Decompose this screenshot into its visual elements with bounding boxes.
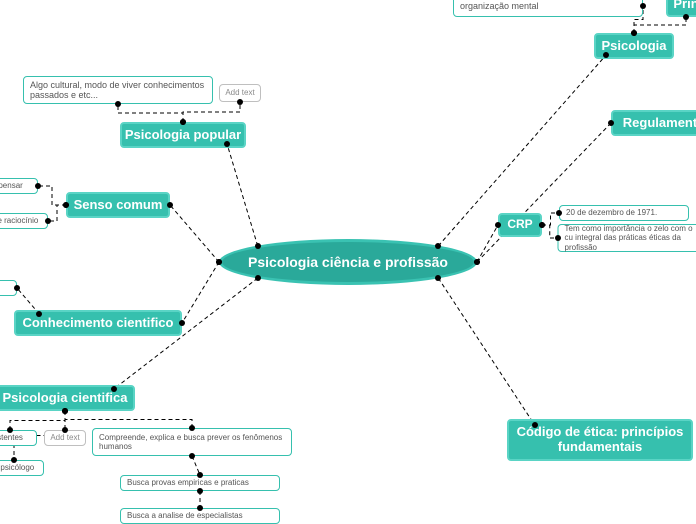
edge-dot: [36, 311, 42, 317]
edge-dot: [608, 120, 614, 126]
edge: [634, 17, 686, 33]
edge-dot: [237, 99, 243, 105]
edge: [182, 262, 219, 323]
edge: [170, 205, 219, 262]
node-crp_l2[interactable]: Tem como importância o zelo com o cu int…: [558, 224, 696, 252]
edge-dot: [11, 457, 17, 463]
edge-dot: [197, 472, 203, 478]
edge: [438, 278, 535, 425]
node-psic_leaf[interactable]: organização mental: [453, 0, 643, 17]
node-psci_l1[interactable]: stentes: [0, 430, 37, 446]
edge-dot: [495, 222, 501, 228]
edge-dot: [111, 386, 117, 392]
edge-dot: [539, 222, 545, 228]
edge-dot: [197, 488, 203, 494]
edge-dot: [35, 183, 41, 189]
edge-dot: [603, 52, 609, 58]
node-senso_l2[interactable]: cia e raciocínio: [0, 213, 48, 229]
edge-dot: [7, 427, 13, 433]
node-regulament[interactable]: Regulament: [611, 110, 696, 136]
edge-dot: [255, 275, 261, 281]
edge-dot: [532, 422, 538, 428]
edge-dot: [167, 202, 173, 208]
edge-dot: [255, 243, 261, 249]
node-psci_l3[interactable]: e psicólogo: [0, 460, 44, 476]
edge-dot: [62, 427, 68, 433]
edge: [118, 104, 183, 122]
node-senso[interactable]: Senso comum: [66, 192, 170, 218]
edge-dot: [474, 259, 480, 265]
edge-dot: [115, 101, 121, 107]
edge: [227, 144, 258, 246]
node-crp[interactable]: CRP: [498, 213, 542, 237]
edge: [183, 102, 240, 122]
edge-dot: [14, 285, 20, 291]
edge-dot: [62, 408, 68, 414]
edge: [38, 186, 66, 205]
edge-dot: [640, 3, 646, 9]
edge-dot: [683, 14, 689, 20]
node-psci_l2[interactable]: Compreende, explica e busca prever os fe…: [92, 428, 292, 456]
node-crp_l1[interactable]: 20 de dezembro de 1971.: [559, 205, 689, 221]
node-pop_l1[interactable]: Algo cultural, modo de viver conheciment…: [23, 76, 213, 104]
edge-dot: [197, 505, 203, 511]
edge-dot: [63, 202, 69, 208]
edge-dot: [179, 320, 185, 326]
edge-dot: [555, 235, 561, 241]
edge-dot: [631, 30, 637, 36]
edge-dot: [180, 119, 186, 125]
edge-dot: [224, 141, 230, 147]
edge-dot: [216, 259, 222, 265]
edge: [65, 411, 192, 428]
edge-dot: [189, 425, 195, 431]
edge: [477, 225, 498, 262]
edge-dot: [189, 453, 195, 459]
edge-dot: [45, 218, 51, 224]
edge-dot: [435, 243, 441, 249]
edge: [10, 411, 65, 430]
node-senso_l1[interactable]: o e pensar: [0, 178, 38, 194]
edge-dot: [435, 275, 441, 281]
node-principios[interactable]: Prin: [666, 0, 696, 17]
edge-dot: [556, 210, 562, 216]
